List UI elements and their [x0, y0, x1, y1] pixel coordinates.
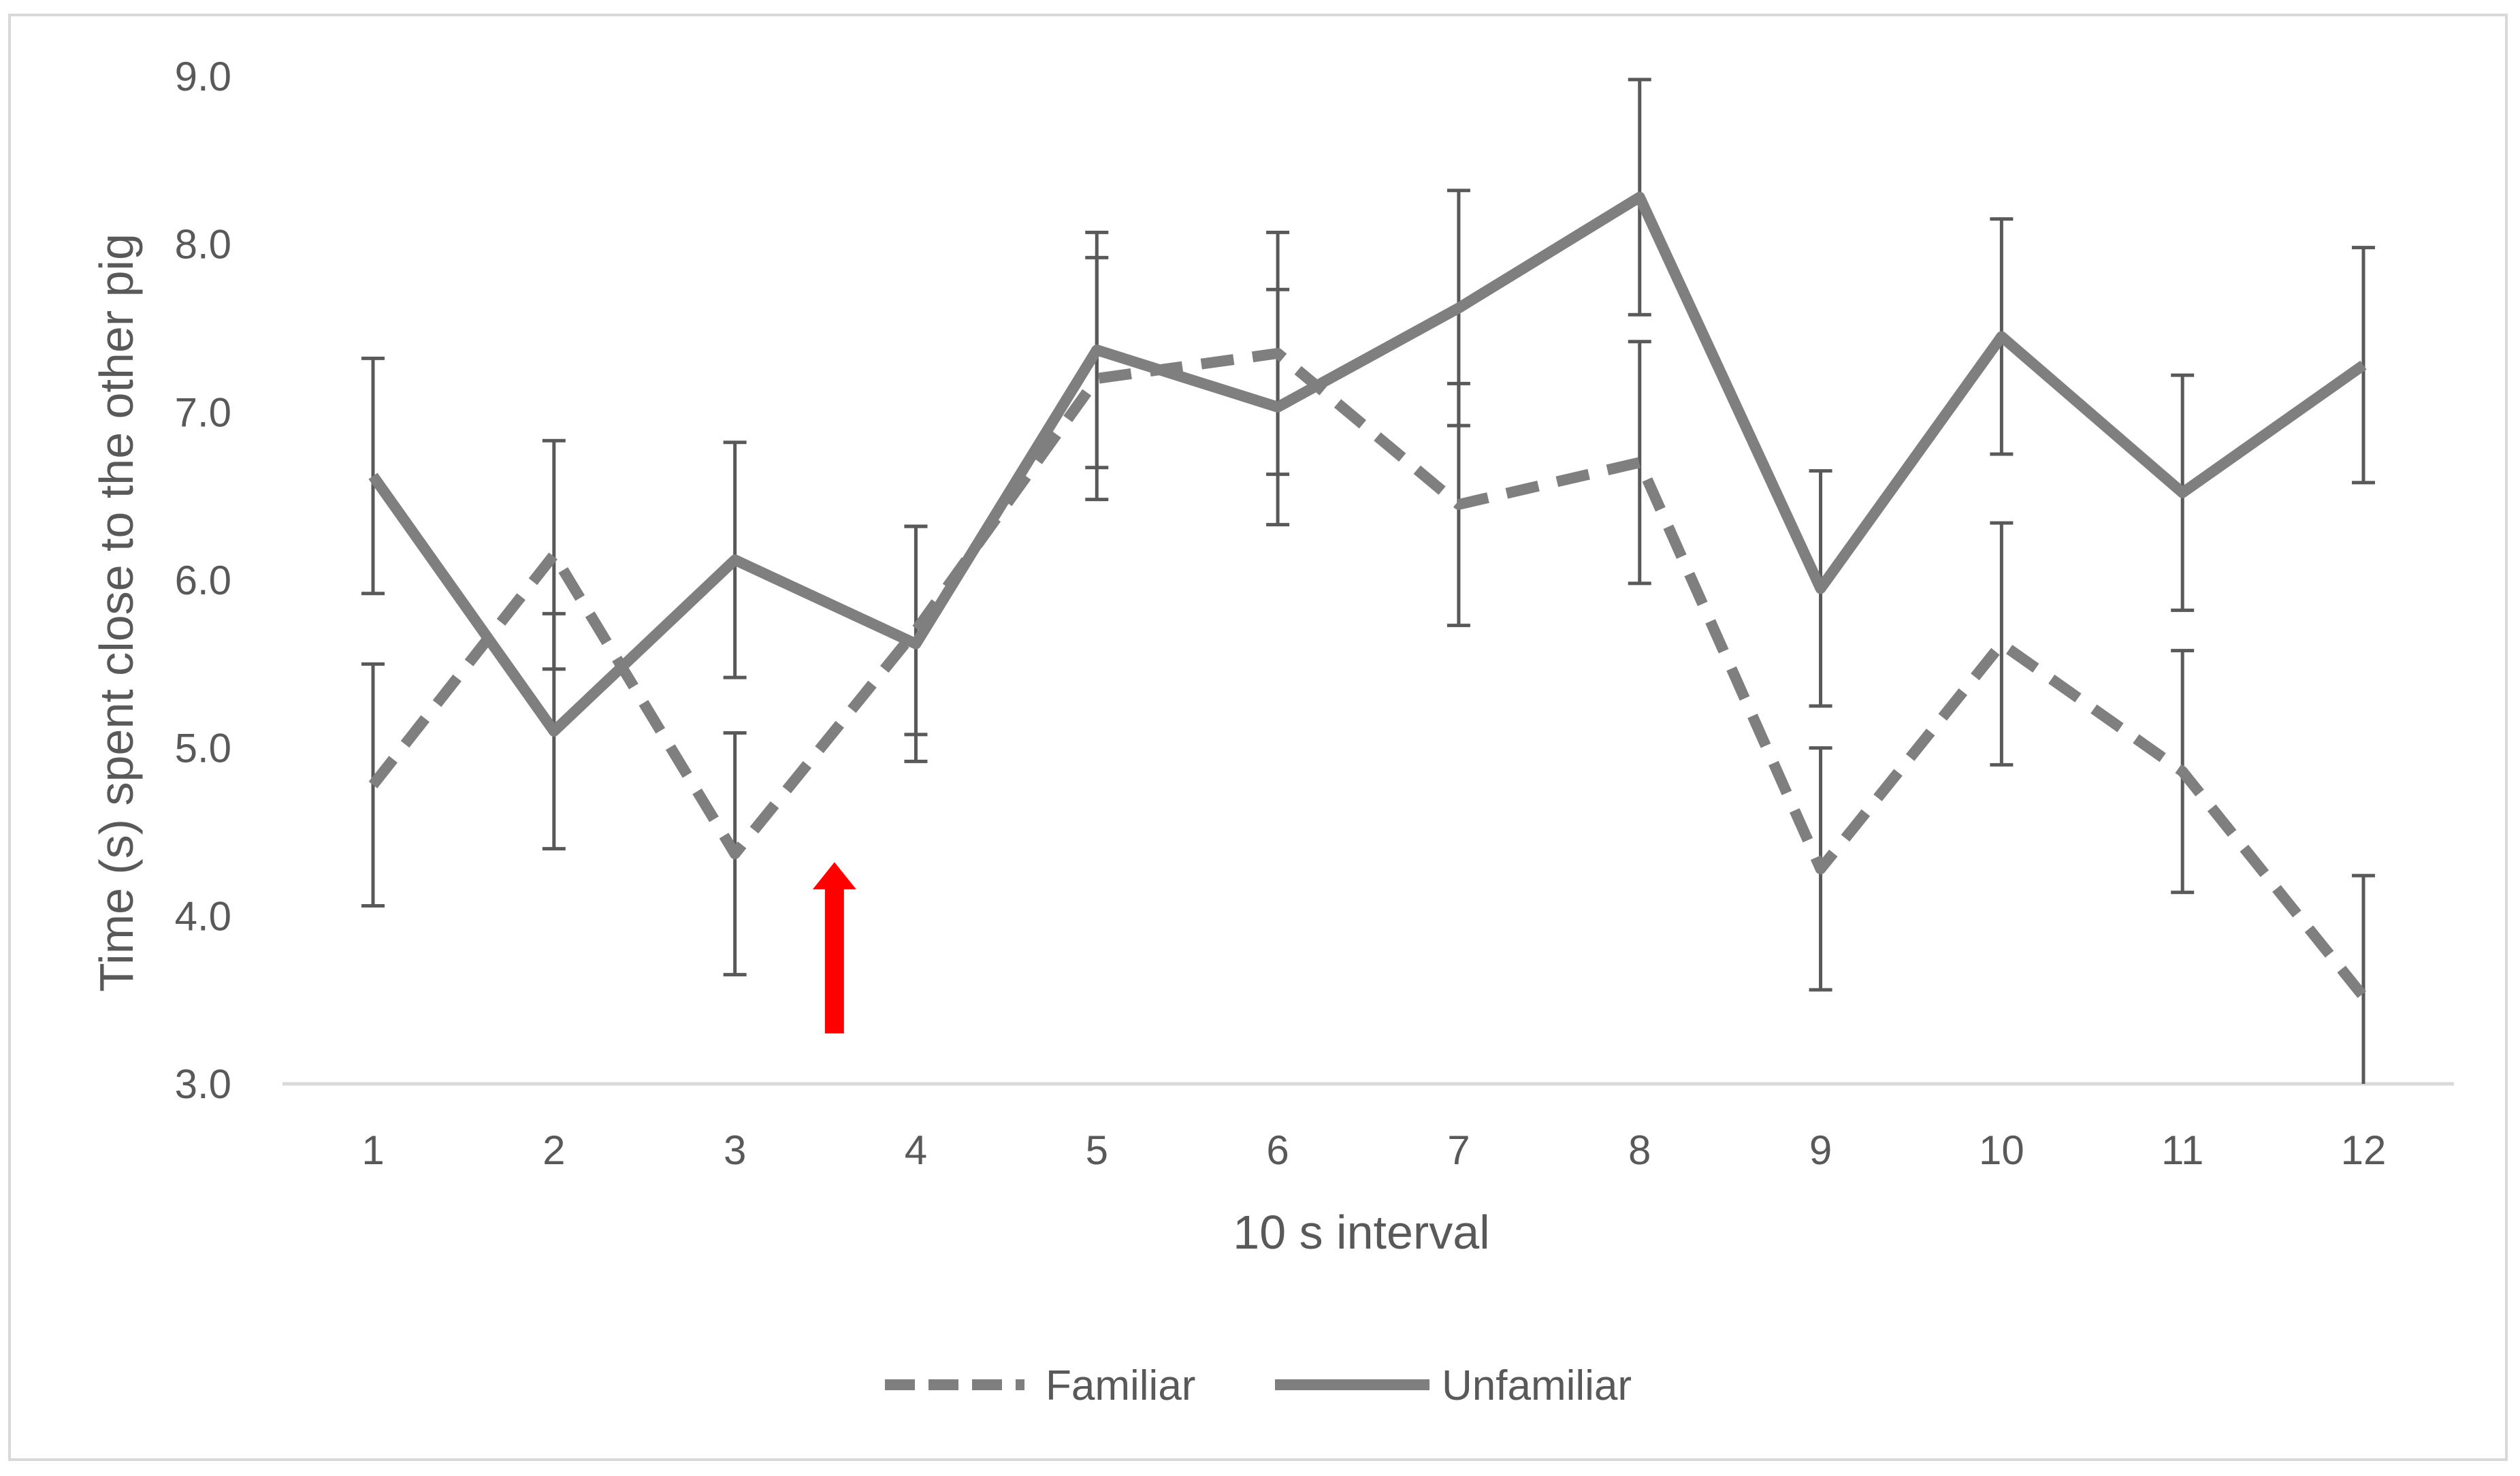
- series-lines: [368, 191, 2368, 1000]
- series-line-familiar: [368, 348, 2368, 1000]
- legend: Familiar Unfamiliar: [885, 1362, 1632, 1409]
- y-tick-label: 8.0: [175, 222, 231, 268]
- x-tick-label: 8: [1628, 1127, 1651, 1173]
- red-arrow-annotation: [812, 862, 856, 1033]
- x-tick-label: 5: [1086, 1127, 1108, 1173]
- y-axis-title: Time (s) spent close to the other pig: [90, 234, 143, 992]
- x-tick-label: 6: [1266, 1127, 1289, 1173]
- x-tick-label: 3: [724, 1127, 746, 1173]
- x-tick-label: 9: [1809, 1127, 1832, 1173]
- error-bar: [1990, 521, 2014, 767]
- x-tick-label: 10: [1979, 1127, 2024, 1173]
- x-tick-label: 7: [1447, 1127, 1470, 1173]
- error-bar: [2352, 873, 2375, 1084]
- y-tick-label: 5.0: [175, 726, 231, 771]
- y-tick-label: 3.0: [175, 1061, 231, 1107]
- x-tick-label: 12: [2341, 1127, 2387, 1173]
- legend-familiar-label: Familiar: [1046, 1362, 1195, 1409]
- x-tick-label: 1: [361, 1127, 384, 1173]
- y-tick-label: 7.0: [175, 389, 231, 435]
- annotations: [812, 862, 856, 1033]
- chart-frame: [8, 14, 2508, 1461]
- legend-unfamiliar-label: Unfamiliar: [1442, 1362, 1632, 1409]
- error-bar: [1628, 340, 1651, 585]
- y-tick-label: 4.0: [175, 893, 231, 939]
- y-tick-label: 6.0: [175, 558, 231, 603]
- x-tick-label: 11: [2161, 1127, 2203, 1173]
- x-tick-labels: 1 2 3 4 5 6 7 8 9 10 11 12: [361, 1127, 2386, 1173]
- y-tick-labels: 3.0 4.0 5.0 6.0 7.0 8.0 9.0: [175, 54, 231, 1107]
- series-line-unfamiliar: [368, 191, 2367, 737]
- error-bars: [361, 78, 2375, 1084]
- x-tick-label: 4: [905, 1127, 927, 1173]
- x-tick-label: 2: [543, 1127, 565, 1173]
- y-tick-label: 9.0: [175, 54, 231, 99]
- x-axis-title: 10 s interval: [1233, 1206, 1489, 1259]
